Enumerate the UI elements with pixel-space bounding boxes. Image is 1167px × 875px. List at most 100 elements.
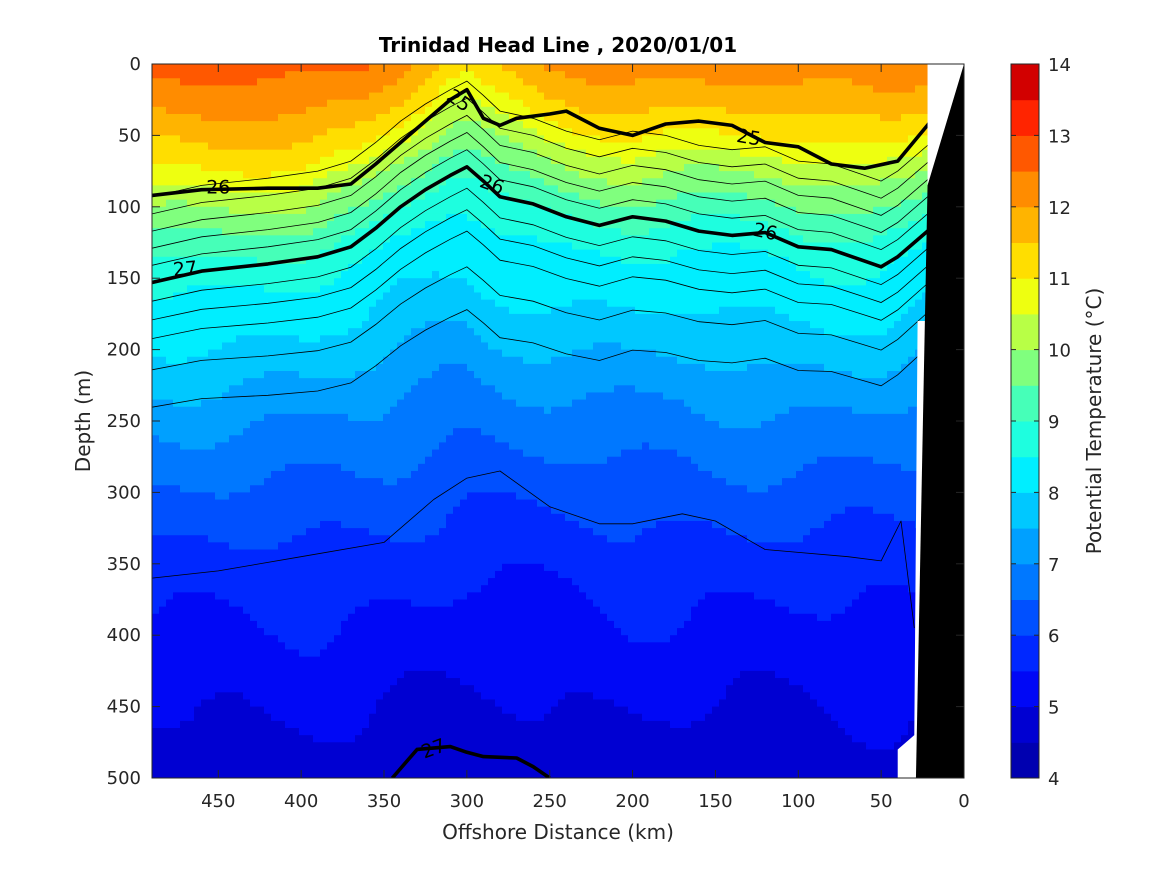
temperature-cell bbox=[369, 435, 377, 444]
temperature-cell bbox=[215, 428, 223, 436]
temperature-cell bbox=[166, 263, 174, 272]
temperature-cell bbox=[250, 770, 258, 778]
temperature-cell bbox=[194, 463, 202, 472]
temperature-cell bbox=[460, 399, 468, 408]
temperature-cell bbox=[173, 756, 181, 765]
temperature-cell bbox=[467, 520, 475, 529]
temperature-cell bbox=[348, 435, 356, 444]
temperature-cell bbox=[467, 242, 475, 251]
temperature-cell bbox=[271, 756, 279, 765]
temperature-cell bbox=[390, 656, 398, 665]
temperature-cell bbox=[376, 263, 384, 272]
temperature-cell bbox=[376, 720, 384, 729]
temperature-cell bbox=[159, 156, 167, 165]
temperature-cell bbox=[166, 85, 174, 94]
temperature-cell bbox=[278, 271, 286, 279]
temperature-cell bbox=[194, 449, 202, 458]
temperature-cell bbox=[418, 413, 426, 422]
temperature-cell bbox=[229, 385, 237, 394]
temperature-cell bbox=[425, 549, 433, 558]
temperature-cell bbox=[425, 656, 433, 665]
temperature-cell bbox=[383, 306, 391, 315]
temperature-cell bbox=[453, 271, 461, 279]
temperature-cell bbox=[362, 685, 370, 693]
temperature-cell bbox=[173, 656, 181, 665]
temperature-cell bbox=[453, 749, 461, 758]
temperature-cell bbox=[208, 142, 216, 151]
temperature-cell bbox=[194, 513, 202, 522]
temperature-cell bbox=[341, 106, 349, 115]
temperature-cell bbox=[411, 378, 419, 386]
temperature-cell bbox=[299, 199, 307, 208]
temperature-cell bbox=[369, 749, 377, 758]
temperature-cell bbox=[341, 121, 349, 129]
temperature-cell bbox=[404, 171, 412, 179]
temperature-cell bbox=[481, 485, 489, 493]
temperature-cell bbox=[292, 713, 300, 722]
temperature-cell bbox=[208, 121, 216, 129]
temperature-cell bbox=[215, 735, 223, 743]
temperature-cell bbox=[362, 285, 370, 294]
temperature-cell bbox=[243, 99, 251, 108]
temperature-cell bbox=[250, 363, 258, 372]
temperature-cell bbox=[236, 770, 244, 778]
temperature-cell bbox=[425, 313, 433, 322]
temperature-cell bbox=[285, 128, 293, 136]
temperature-cell bbox=[229, 242, 237, 251]
temperature-cell bbox=[229, 449, 237, 458]
temperature-cell bbox=[418, 763, 426, 772]
temperature-cell bbox=[341, 542, 349, 551]
temperature-cell bbox=[397, 442, 405, 451]
temperature-cell bbox=[152, 399, 160, 408]
temperature-cell bbox=[187, 213, 195, 222]
temperature-cell bbox=[236, 271, 244, 279]
temperature-cell bbox=[369, 499, 377, 508]
temperature-cell bbox=[355, 378, 363, 386]
temperature-cell bbox=[250, 735, 258, 743]
temperature-cell bbox=[250, 470, 258, 479]
temperature-cell bbox=[250, 199, 258, 208]
temperature-cell bbox=[257, 399, 265, 408]
temperature-cell bbox=[257, 149, 265, 158]
temperature-cell bbox=[194, 121, 202, 129]
temperature-cell bbox=[299, 463, 307, 472]
temperature-cell bbox=[334, 285, 342, 294]
temperature-cell bbox=[425, 478, 433, 486]
temperature-cell bbox=[376, 371, 384, 379]
temperature-cell bbox=[341, 599, 349, 608]
temperature-cell bbox=[215, 171, 223, 179]
temperature-cell bbox=[432, 678, 440, 686]
temperature-cell bbox=[173, 442, 181, 451]
temperature-cell bbox=[271, 406, 279, 415]
temperature-cell bbox=[306, 113, 314, 122]
temperature-cell bbox=[439, 428, 447, 436]
temperature-cell bbox=[173, 235, 181, 244]
temperature-cell bbox=[481, 563, 489, 572]
temperature-cell bbox=[166, 199, 174, 208]
temperature-cell bbox=[159, 613, 167, 622]
temperature-cell bbox=[404, 271, 412, 279]
temperature-cell bbox=[278, 392, 286, 401]
temperature-cell bbox=[292, 578, 300, 586]
temperature-cell bbox=[369, 71, 377, 79]
temperature-cell bbox=[313, 728, 321, 736]
temperature-cell bbox=[411, 692, 419, 701]
temperature-cell bbox=[236, 313, 244, 322]
temperature-cell bbox=[201, 506, 209, 515]
temperature-cell bbox=[159, 406, 167, 415]
temperature-cell bbox=[362, 178, 370, 186]
temperature-cell bbox=[390, 528, 398, 536]
temperature-cell bbox=[488, 699, 496, 708]
temperature-cell bbox=[439, 221, 447, 229]
temperature-cell bbox=[166, 406, 174, 415]
temperature-cell bbox=[187, 535, 195, 543]
temperature-cell bbox=[404, 542, 412, 551]
temperature-cell bbox=[481, 285, 489, 294]
temperature-cell bbox=[222, 85, 230, 94]
temperature-cell bbox=[152, 221, 160, 229]
temperature-cell bbox=[250, 206, 258, 215]
temperature-cell bbox=[271, 749, 279, 758]
temperature-cell bbox=[355, 520, 363, 529]
temperature-cell bbox=[460, 128, 468, 136]
temperature-cell bbox=[411, 470, 419, 479]
